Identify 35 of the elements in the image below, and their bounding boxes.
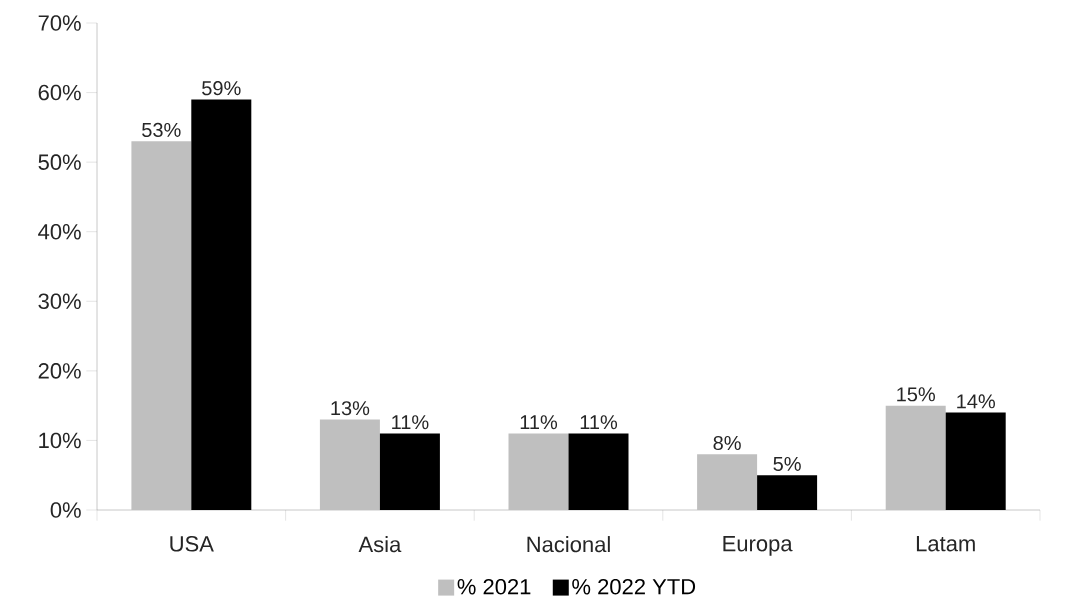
bar [131,141,192,510]
bar [379,433,440,510]
x-tick-label: Latam [916,536,975,552]
bar [757,475,818,510]
data-label: 11% [392,415,429,430]
x-tick-label: Nacional [527,536,610,553]
y-tick-label: 40% [38,223,81,240]
data-label: 59% [202,81,241,96]
data-label: 11% [520,415,558,430]
bar [568,433,629,510]
legend-label: % 2022 YTD [572,578,696,595]
data-label: 14% [957,394,995,409]
y-tick-label: 30% [38,293,81,310]
x-tick-label: USA [170,536,214,552]
data-label: 11% [580,415,618,430]
data-label: 5% [773,456,801,471]
y-tick-label: 20% [38,363,81,379]
data-label: 15% [897,387,935,402]
bar [191,99,252,510]
data-label: 53% [142,122,181,137]
y-tick-label: 60% [38,84,81,101]
bar [697,454,758,510]
x-tick-label: Asia [358,536,402,553]
bar [508,433,569,510]
y-tick-label: 0% [50,502,81,518]
bar [319,419,380,510]
y-tick-label: 50% [38,154,81,170]
legend-label: % 2021 [457,578,531,595]
y-tick-label: 10% [39,432,81,449]
x-tick-label: Europa [723,536,793,556]
bar [885,405,946,510]
data-label: 13% [331,401,370,416]
data-label: 8% [713,435,741,451]
bar [945,412,1006,510]
y-tick-label: 70% [38,15,81,31]
